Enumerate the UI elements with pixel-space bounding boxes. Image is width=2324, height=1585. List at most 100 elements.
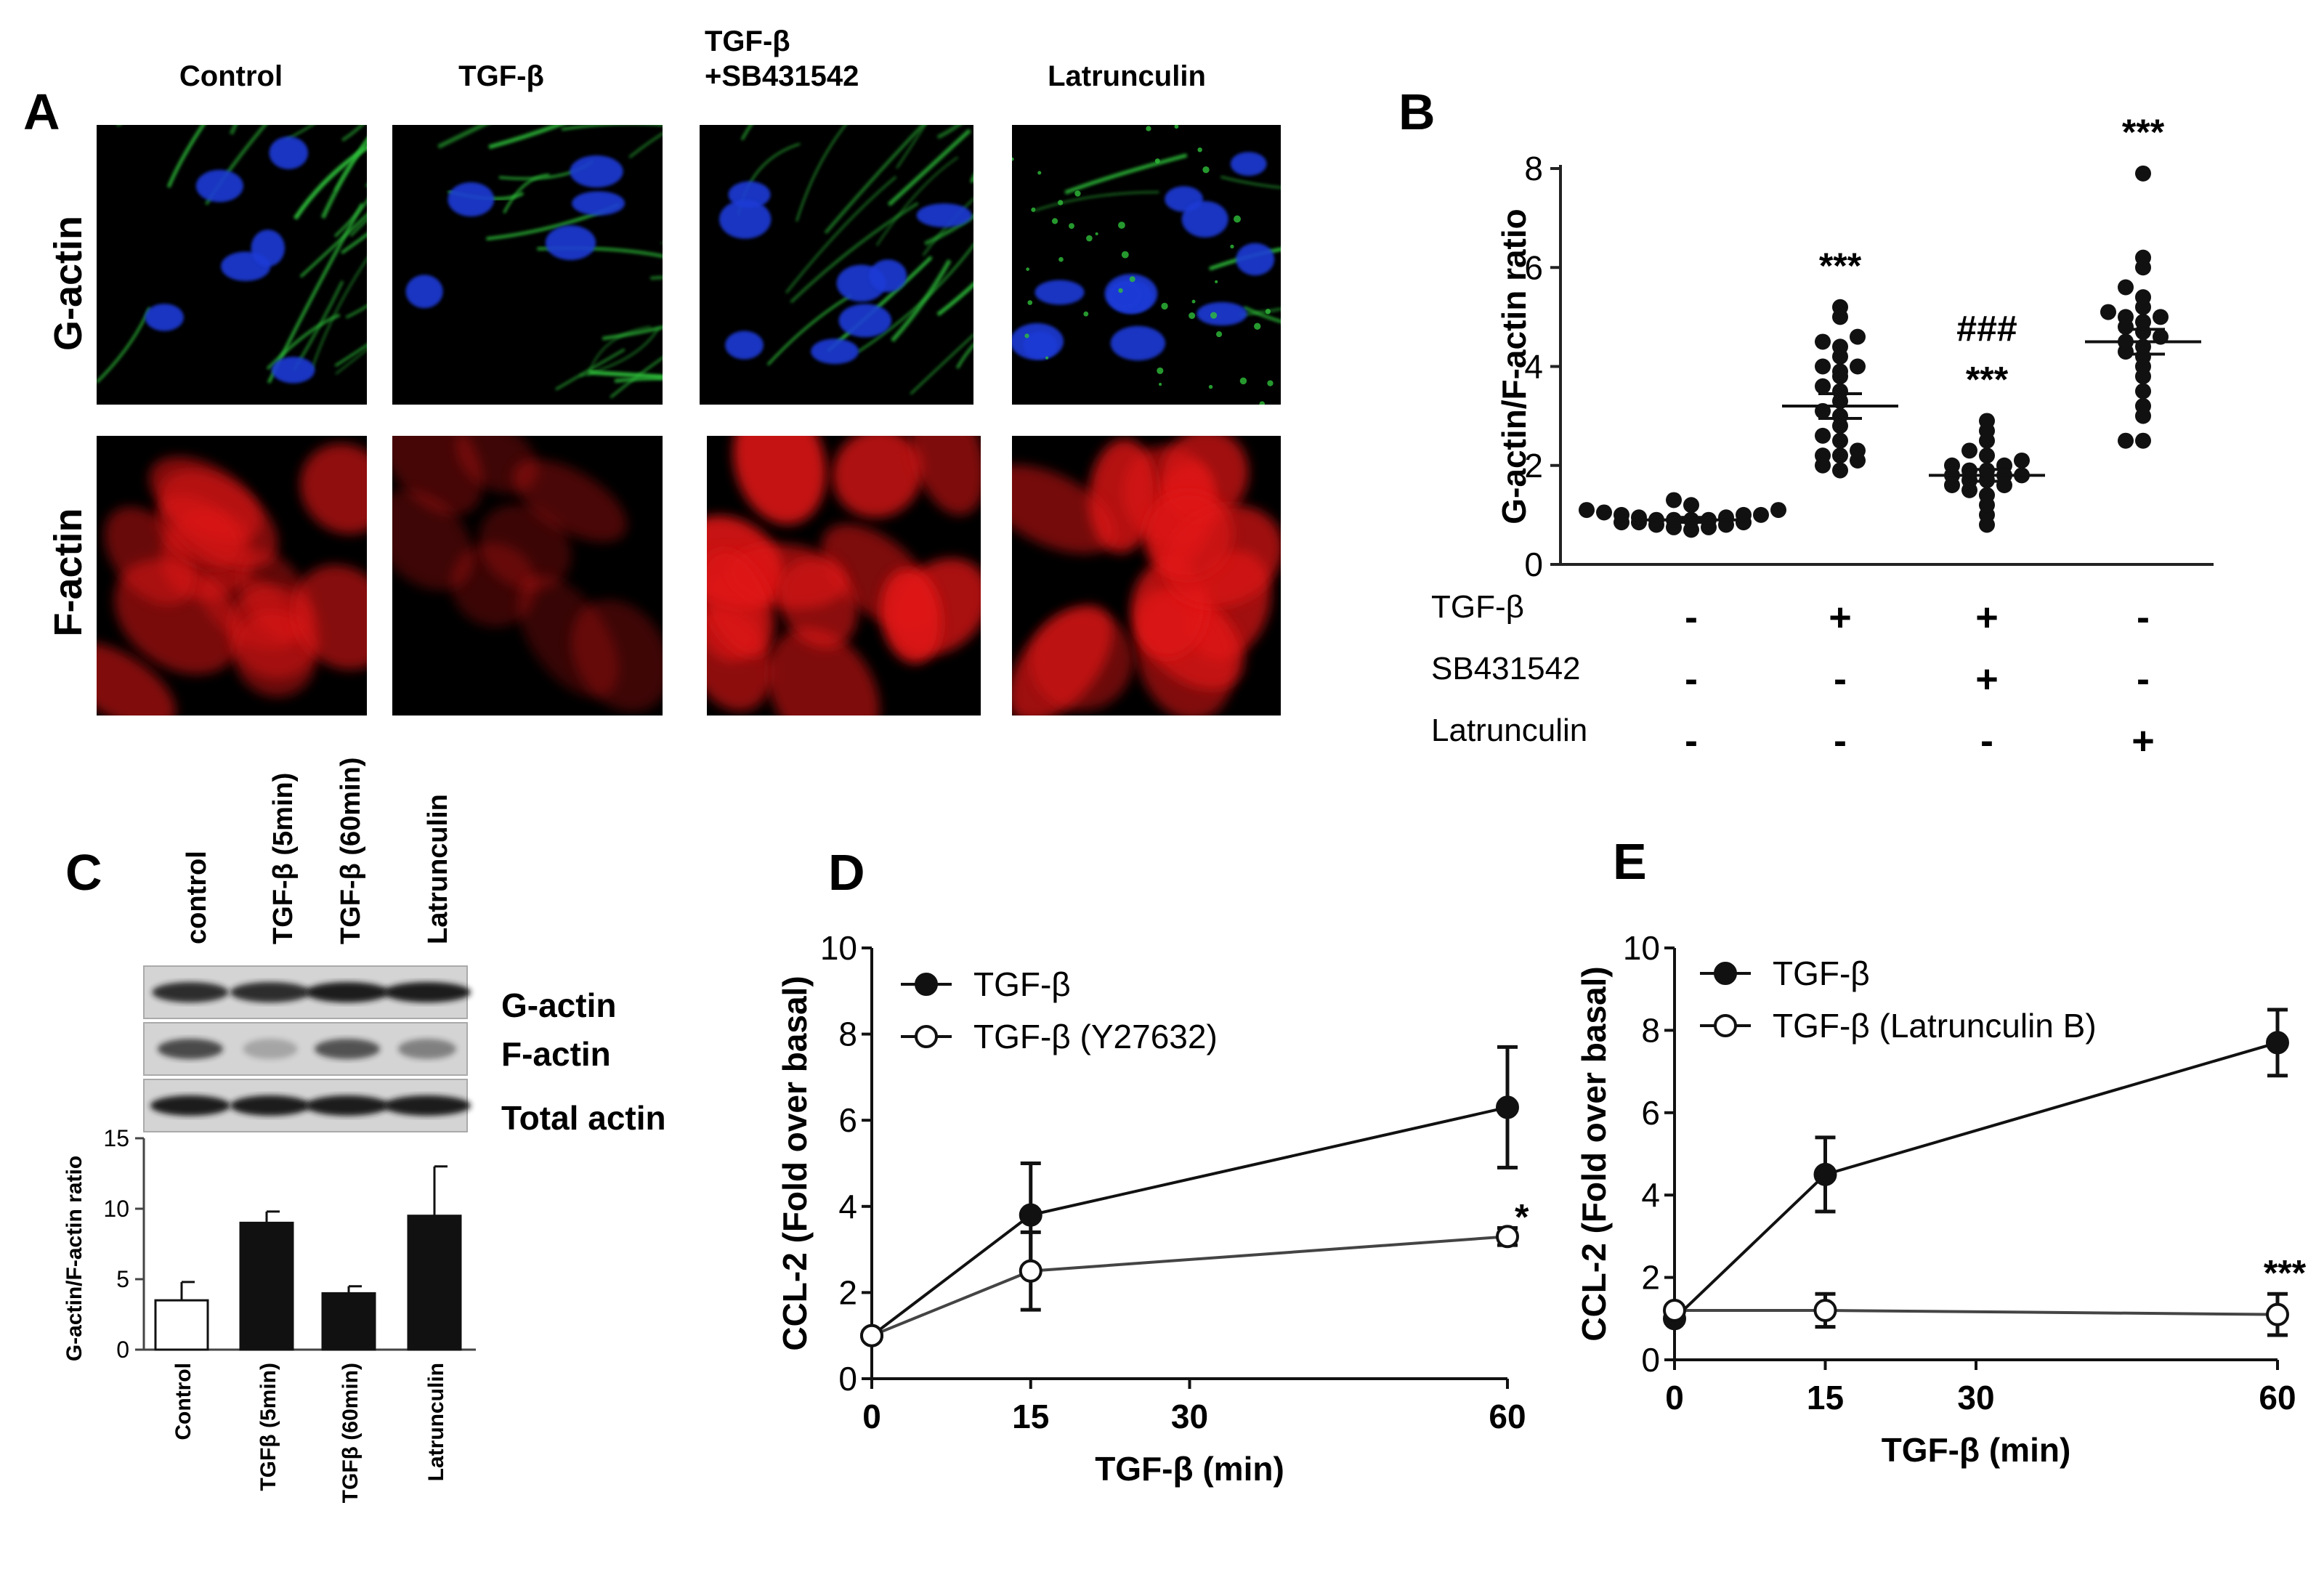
treatment-label: Latrunculin: [1431, 713, 1587, 748]
cell-body: [707, 549, 775, 657]
series-line: [1673, 1041, 2278, 1320]
actin-filament: [589, 370, 663, 379]
cell-body: [832, 436, 923, 518]
micrograph-content: [719, 125, 973, 395]
actin-filament: [887, 129, 971, 206]
nucleus: [271, 357, 315, 384]
treatment-sign: -: [1685, 596, 1698, 639]
y-tick-label: 6: [1524, 248, 1543, 286]
data-point: [1019, 1203, 1042, 1227]
nucleus: [838, 304, 892, 338]
actin-speck: [1051, 218, 1058, 224]
actin-speck: [1026, 267, 1030, 271]
nucleus: [195, 169, 243, 203]
data-point: [1683, 497, 1699, 514]
actin-speck: [1118, 222, 1125, 229]
category-label: Control: [171, 1363, 195, 1440]
lane-label-tgf-5min: TGF-β (5min): [268, 773, 299, 944]
blot-label-total-actin: Total actin: [501, 1099, 666, 1137]
blot-band: [398, 1039, 456, 1059]
legend-marker: [915, 973, 938, 996]
col-label-tgf-sb-line1: TGF-β: [705, 25, 790, 57]
treatment-sign: -: [1834, 657, 1847, 701]
nucleus: [145, 304, 184, 331]
actin-filament: [349, 218, 367, 237]
cell-body: [1012, 465, 1117, 554]
actin-filament: [341, 232, 367, 254]
x-axis-label: TGF-β (min): [1882, 1431, 2071, 1469]
actin-speck: [1267, 380, 1274, 386]
lane-label-control: control: [182, 851, 212, 944]
panel-c: C control TGF-β (5min) TGF-β (60min) Lat…: [62, 757, 666, 1503]
actin-filament: [503, 174, 550, 214]
micrograph-f-actin-1: [392, 436, 663, 716]
y-tick-label: 6: [1641, 1094, 1660, 1132]
micrograph-grid: [97, 125, 1281, 716]
data-point: [1496, 1095, 1519, 1119]
category-label: TGFβ (60min): [339, 1363, 363, 1503]
data-point: [1815, 358, 1831, 375]
treatment-sign: +: [2131, 719, 2155, 763]
significance-mark: ***: [2122, 112, 2165, 153]
significance-mark: ***: [2264, 1253, 2307, 1294]
actin-filament: [610, 356, 663, 399]
data-point: [1832, 383, 1848, 400]
micrograph-f-actin-0: [97, 436, 367, 716]
actin-filament: [116, 125, 121, 127]
actin-speck: [1129, 276, 1135, 283]
actin-filament: [790, 202, 919, 304]
y-axis-label: CCL-2 (Fold over basal): [1575, 966, 1613, 1341]
treatment-sign: -: [1685, 719, 1698, 763]
actin-speck: [1215, 331, 1223, 338]
data-point: [1944, 457, 1960, 474]
y-tick-label: 8: [838, 1016, 857, 1053]
data-point: [1815, 447, 1831, 464]
y-tick-label: 10: [1623, 929, 1660, 967]
actin-speck: [1058, 200, 1064, 206]
actin-filament: [922, 198, 973, 256]
cell-body: [733, 436, 827, 524]
data-point: [1961, 442, 1977, 459]
data-point: [2118, 279, 2134, 296]
data-point: [1832, 299, 1848, 315]
data-point: [1832, 363, 1848, 380]
actin-speck: [1086, 235, 1093, 242]
blot-band: [158, 1039, 223, 1059]
data-point: [1718, 509, 1734, 526]
nucleus: [545, 225, 596, 261]
chart-e: 0 2 4 6 8 10 0 15 30 60 TGF-β (min) CCL-2 (Fold ove…: [1575, 929, 2307, 1469]
data-point: [1850, 328, 1866, 345]
actin-filament: [936, 125, 962, 139]
actin-filament: [795, 125, 846, 222]
data-point: [1614, 506, 1629, 523]
nucleus: [448, 182, 495, 217]
y-tick-label: 10: [820, 929, 857, 967]
data-point: [1850, 358, 1866, 375]
data-point: [1596, 504, 1612, 521]
col-label-tgf-sb-line2: +SB431542: [705, 60, 859, 92]
actin-filament: [875, 156, 959, 246]
panel-a-letter: A: [23, 84, 60, 140]
x-tick-label: 0: [1665, 1379, 1684, 1416]
actin-filament: [266, 313, 341, 370]
data-point: [2014, 452, 2030, 469]
treatment-sign: +: [1975, 596, 1999, 639]
blot-band: [384, 1095, 471, 1116]
blot-band: [230, 982, 310, 1002]
actin-filament: [1064, 153, 1188, 195]
micrograph-g-actin-2: [700, 125, 973, 405]
actin-filament: [955, 343, 973, 369]
data-point: [2135, 432, 2151, 449]
actin-filament: [285, 125, 314, 141]
data-point: [1832, 462, 1848, 479]
actin-filament: [1035, 191, 1159, 211]
treatment-sign: -: [2137, 657, 2150, 701]
actin-filament: [602, 325, 663, 341]
actin-filament: [628, 131, 663, 159]
cell-body: [160, 470, 278, 569]
blot-label-f-actin: F-actin: [501, 1035, 611, 1073]
nucleus: [869, 259, 907, 293]
row-label-g-actin: G-actin: [46, 216, 90, 351]
row-label-f-actin: F-actin: [46, 508, 90, 636]
y-tick-label: 4: [838, 1188, 857, 1225]
